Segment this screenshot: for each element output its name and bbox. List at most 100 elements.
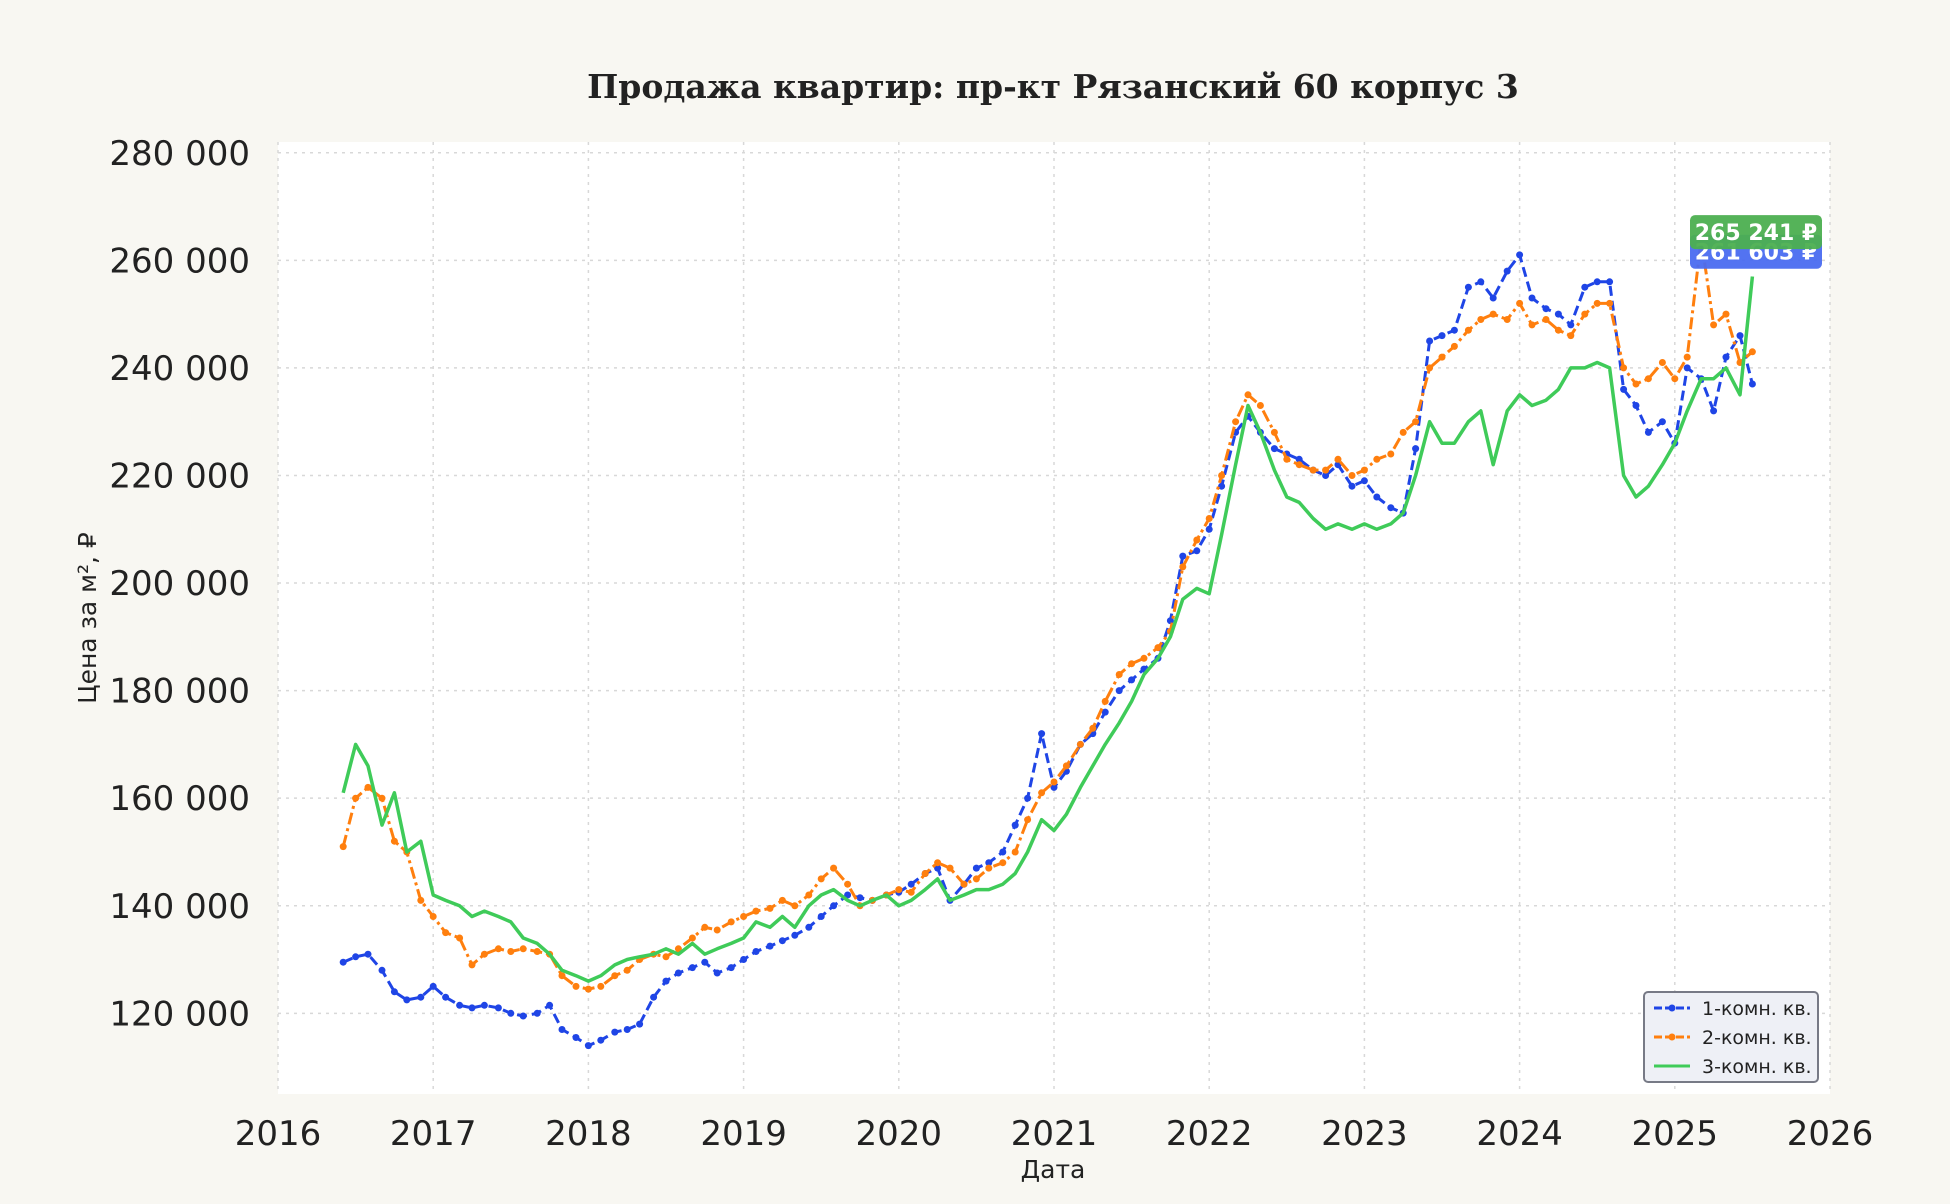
series-3	[341, 276, 1755, 983]
series-line	[341, 276, 1755, 983]
data-point	[429, 913, 437, 920]
x-tick-label: 2024	[1476, 1114, 1563, 1154]
data-point	[1387, 450, 1395, 458]
data-point	[674, 945, 682, 953]
legend-item: 2-комн. кв.	[1654, 1027, 1812, 1049]
data-point	[1503, 316, 1511, 323]
data-point	[740, 956, 748, 963]
data-point	[584, 1042, 592, 1050]
data-point	[623, 1026, 631, 1033]
data-point	[364, 950, 372, 958]
data-point	[378, 966, 386, 974]
data-point	[1334, 455, 1342, 463]
data-point	[1567, 332, 1575, 340]
data-point	[597, 1036, 605, 1044]
data-point	[1477, 316, 1485, 323]
data-point	[519, 1012, 527, 1020]
y-tick-label: 180 000	[109, 672, 250, 712]
data-point	[1115, 671, 1123, 678]
data-point	[921, 870, 929, 877]
data-point	[442, 929, 450, 937]
data-point	[1464, 326, 1472, 334]
badge-box	[1690, 215, 1822, 250]
data-point	[597, 982, 605, 990]
data-point	[844, 880, 852, 888]
data-point	[1620, 364, 1628, 372]
y-tick-label: 260 000	[109, 241, 250, 281]
data-point	[1620, 385, 1628, 393]
data-point	[1516, 251, 1524, 259]
y-axis-label: Цена за м², ₽	[73, 532, 102, 704]
data-point	[1322, 466, 1330, 474]
data-point	[1154, 644, 1162, 652]
data-point	[895, 886, 903, 894]
legend-marker	[1668, 1033, 1676, 1041]
data-point	[1464, 283, 1472, 291]
data-point	[1050, 783, 1058, 791]
data-point	[985, 859, 993, 867]
data-point	[1348, 482, 1356, 490]
y-tick-label: 160 000	[109, 779, 250, 819]
data-point	[805, 923, 813, 931]
data-point	[572, 982, 580, 990]
data-point	[856, 894, 864, 902]
data-point	[623, 966, 631, 974]
data-point	[662, 953, 670, 961]
data-point	[1593, 299, 1601, 307]
data-point	[1450, 326, 1458, 334]
data-point	[1128, 676, 1136, 684]
data-point	[1438, 332, 1446, 340]
data-point	[1581, 310, 1589, 318]
data-point	[1644, 428, 1652, 436]
data-point	[740, 913, 748, 920]
data-point	[907, 880, 915, 888]
data-point	[611, 1028, 619, 1036]
data-point	[972, 875, 980, 883]
data-point	[830, 864, 838, 872]
data-point	[390, 988, 398, 996]
data-point	[713, 969, 721, 977]
data-point	[480, 950, 488, 958]
legend: 1-комн. кв. 2-комн. кв. 3-комн. кв.	[1643, 991, 1819, 1083]
data-point	[778, 896, 786, 904]
data-point	[1062, 762, 1070, 770]
data-point	[766, 904, 774, 912]
data-point	[1205, 525, 1213, 533]
data-point	[1244, 391, 1252, 399]
data-point	[1256, 402, 1264, 409]
x-tick-label: 2016	[235, 1114, 322, 1154]
grid	[277, 142, 1831, 1094]
data-point	[636, 1020, 644, 1028]
data-point	[1205, 515, 1213, 522]
data-point	[390, 837, 398, 845]
data-point	[456, 934, 464, 942]
data-point	[584, 985, 592, 993]
data-point	[999, 859, 1007, 867]
data-point	[1270, 428, 1278, 436]
data-point	[352, 794, 360, 802]
data-point	[468, 1004, 476, 1012]
data-point	[1011, 821, 1019, 829]
x-tick-label: 2020	[856, 1114, 943, 1154]
data-point	[1193, 547, 1201, 555]
legend-label: 1-комн. кв.	[1702, 998, 1812, 1020]
data-point	[946, 864, 954, 872]
x-tick-label: 2026	[1787, 1114, 1874, 1154]
data-point	[1516, 299, 1524, 307]
data-point	[999, 848, 1007, 856]
data-point	[611, 972, 619, 980]
data-point	[727, 918, 735, 926]
data-point	[662, 977, 670, 985]
data-point	[1179, 563, 1187, 571]
data-point	[456, 1001, 464, 1009]
legend-item: 3-комн. кв.	[1654, 1056, 1812, 1078]
data-point	[1348, 472, 1356, 479]
data-point	[364, 783, 372, 791]
data-point	[1295, 461, 1303, 469]
x-tick-label: 2019	[700, 1114, 787, 1154]
data-point	[766, 942, 774, 950]
data-point	[403, 996, 411, 1004]
data-point	[1632, 402, 1640, 409]
y-tick-label: 140 000	[109, 887, 250, 927]
data-point	[519, 945, 527, 953]
